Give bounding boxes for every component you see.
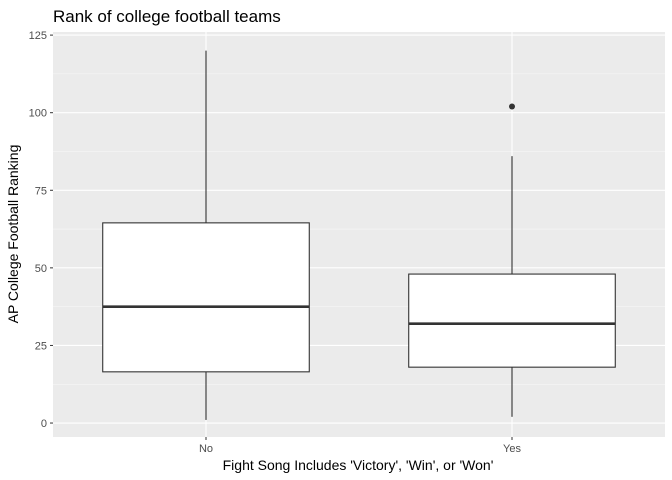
y-tick-label: 75	[35, 185, 47, 197]
y-axis-title: AP College Football Ranking	[5, 145, 21, 324]
x-axis-title: Fight Song Includes 'Victory', 'Win', or…	[223, 457, 494, 473]
y-tick-label: 0	[41, 418, 47, 430]
y-tick-label: 100	[29, 108, 47, 120]
box-yes	[408, 103, 616, 417]
box-iqr	[102, 222, 310, 373]
box-iqr	[408, 273, 616, 368]
x-tick-label: Yes	[503, 443, 521, 455]
chart-title: Rank of college football teams	[53, 7, 281, 26]
boxplot-series	[102, 50, 616, 420]
y-tick-label: 25	[35, 340, 47, 352]
y-tick-label: 125	[29, 30, 47, 42]
y-tick-label: 50	[35, 263, 47, 275]
box-no	[102, 50, 310, 420]
y-axis: 0 25 50 75 100 125	[29, 30, 53, 430]
x-axis: No Yes	[199, 437, 521, 455]
x-tick-label: No	[199, 443, 213, 455]
outlier-point	[509, 103, 515, 110]
